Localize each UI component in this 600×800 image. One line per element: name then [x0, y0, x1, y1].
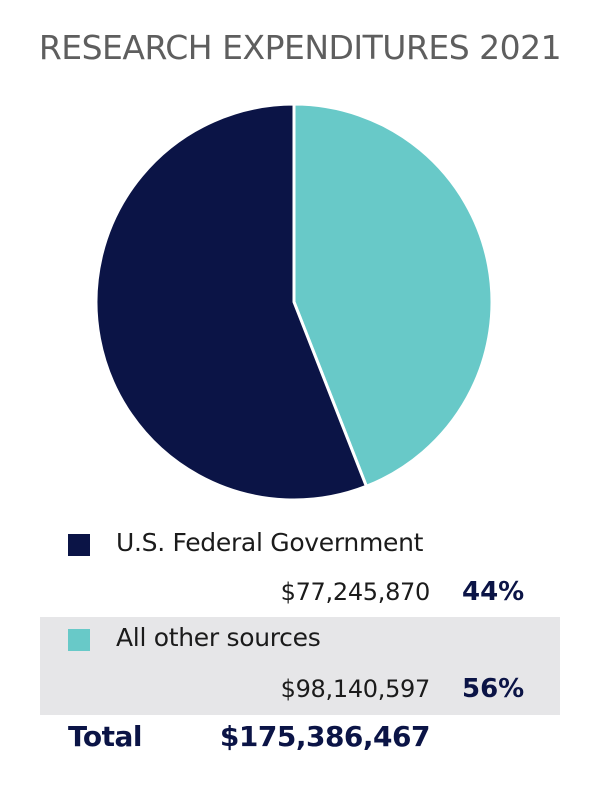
legend-row-other: All other sources $98,140,597 56% — [40, 617, 560, 715]
legend-swatch-federal — [68, 534, 90, 556]
chart-title: RESEARCH EXPENDITURES 2021 — [38, 28, 562, 67]
legend-row-federal: U.S. Federal Government $77,245,870 44% — [40, 522, 560, 616]
percent-federal: 44% — [462, 577, 525, 607]
pie-slice-other — [94, 102, 368, 502]
amount-other: $98,140,597 — [280, 675, 431, 703]
amount-federal: $77,245,870 — [280, 578, 431, 606]
pie-slice-federal — [292, 102, 494, 488]
legend-label-federal: U.S. Federal Government — [116, 528, 424, 557]
legend-swatch-other — [68, 629, 90, 651]
pie-chart — [94, 102, 494, 502]
percent-other: 56% — [462, 674, 525, 704]
total-label: Total — [68, 720, 143, 753]
total-value: $175,386,467 — [219, 720, 431, 753]
legend-label-other: All other sources — [116, 623, 321, 652]
